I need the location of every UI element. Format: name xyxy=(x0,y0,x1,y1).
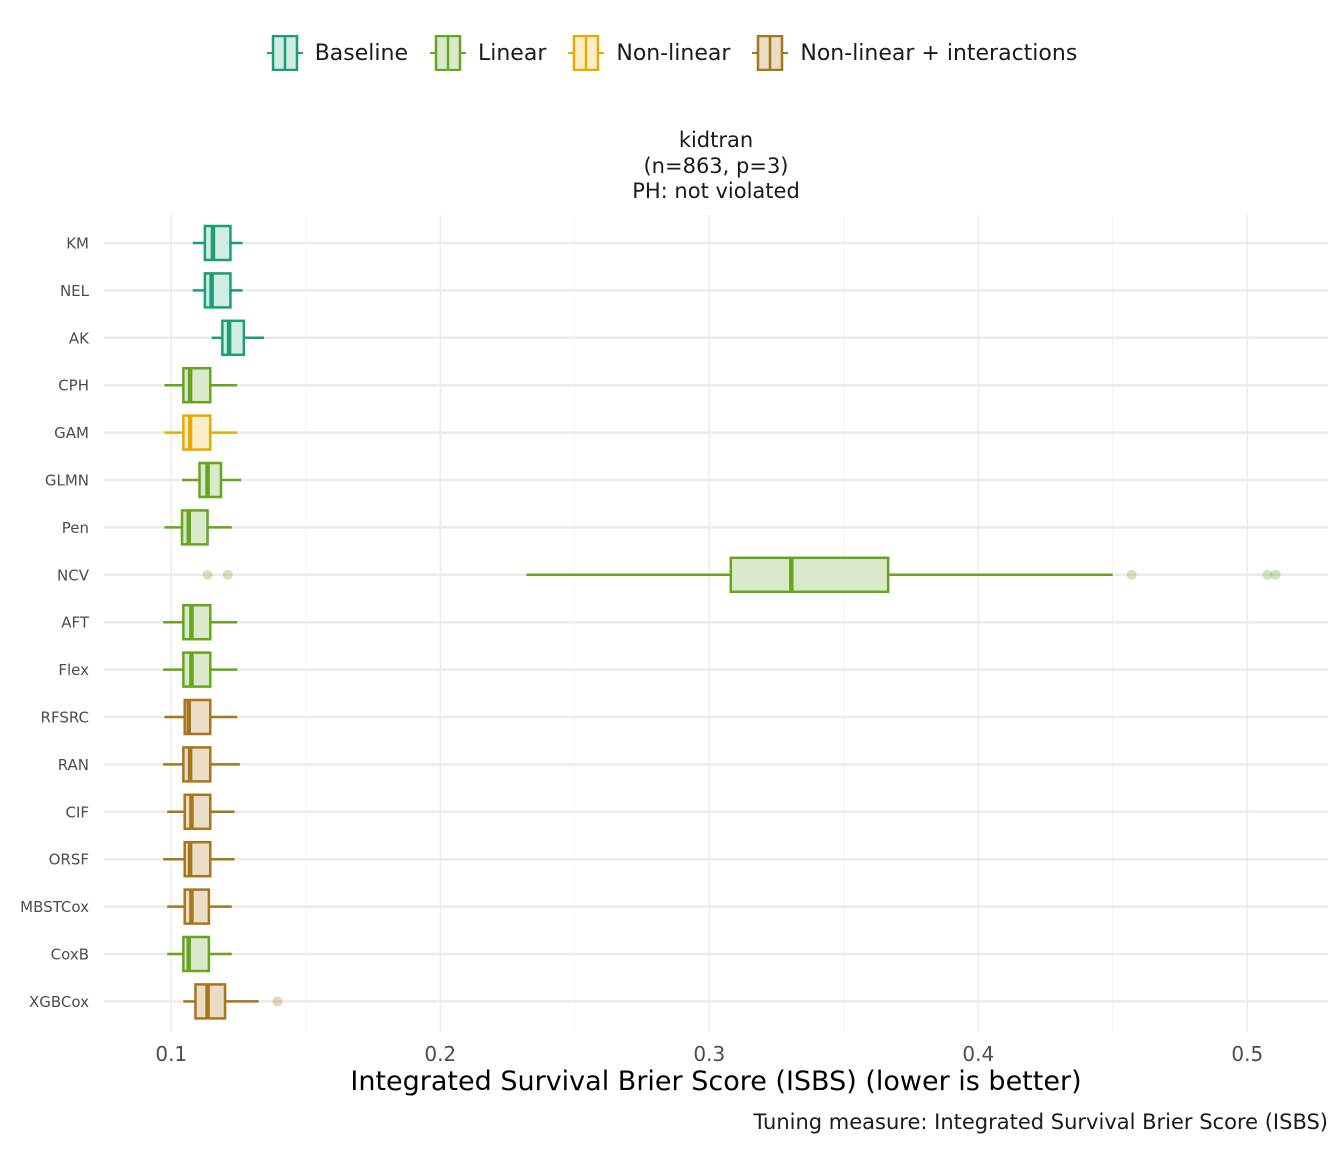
legend-label: Non-linear xyxy=(616,40,731,66)
y-tick-label: GAM xyxy=(54,424,89,442)
box-ncv xyxy=(729,556,890,594)
y-tick-label: NCV xyxy=(57,566,90,584)
y-tick-label: Flex xyxy=(58,661,89,679)
x-tick-label: 0.2 xyxy=(424,1042,456,1066)
box-cph xyxy=(182,366,212,404)
caption: Tuning measure: Integrated Survival Brie… xyxy=(753,1110,1328,1134)
y-tick-label: NEL xyxy=(60,282,90,300)
outlier-point xyxy=(222,569,233,580)
legend-label: Non-linear + interactions xyxy=(800,40,1078,66)
y-tick-label: GLMN xyxy=(45,472,89,490)
box-mbstcox xyxy=(183,888,211,925)
box-aft xyxy=(182,603,212,641)
box-ak xyxy=(221,319,246,357)
x-tick-label: 0.4 xyxy=(962,1042,994,1066)
outlier-point xyxy=(1262,569,1273,580)
legend-label: Baseline xyxy=(314,40,408,66)
y-tick-label: CoxB xyxy=(51,946,89,964)
y-tick-label: CIF xyxy=(65,803,89,821)
box-pen xyxy=(180,509,209,546)
box-gam xyxy=(182,414,212,451)
x-tick-label: 0.3 xyxy=(693,1042,725,1066)
outlier-point xyxy=(272,996,283,1007)
box-xgbcox xyxy=(194,983,227,1020)
box-cif xyxy=(183,793,212,831)
x-tick-label: 0.1 xyxy=(155,1042,187,1066)
legend-key-icon xyxy=(568,35,605,71)
x-tick-label: 0.5 xyxy=(1231,1042,1263,1066)
legend-key-icon xyxy=(752,35,789,71)
box-ran xyxy=(182,746,212,783)
y-tick-label: KM xyxy=(66,235,89,253)
facet-title-line-3: PH: not violated xyxy=(632,179,800,203)
y-tick-label: XGBCox xyxy=(29,993,89,1011)
outlier-point xyxy=(1126,569,1137,580)
facet-title: kidtran (n=863, p=3) PH: not violated xyxy=(400,128,1032,205)
box-km xyxy=(203,224,232,262)
y-tick-label: MBSTCox xyxy=(20,898,89,916)
y-tick-label: ORSF xyxy=(49,851,89,869)
legend-item-3: Non-linear + interactions xyxy=(752,35,1077,71)
legend-item-2: Non-linear xyxy=(568,35,730,71)
y-tick-label: AFT xyxy=(61,614,90,632)
legend-item-1: Linear xyxy=(429,35,547,71)
legend-key-icon xyxy=(429,35,466,71)
facet-title-line-1: kidtran xyxy=(678,128,754,152)
y-tick-label: Pen xyxy=(62,519,89,537)
y-tick-label: RFSRC xyxy=(41,709,89,727)
legend-label: Linear xyxy=(477,40,547,66)
legend-key-icon xyxy=(266,35,303,71)
y-tick-label: AK xyxy=(69,329,90,347)
legend-item-0: Baseline xyxy=(266,35,408,71)
box-nel xyxy=(203,272,232,309)
box-glmn xyxy=(198,461,223,499)
outlier-point xyxy=(202,569,213,580)
outlier-point xyxy=(1270,569,1281,580)
facet-title-line-2: (n=863, p=3) xyxy=(643,153,789,178)
box-flex xyxy=(182,651,212,688)
x-axis-label: Integrated Survival Brier Score (ISBS) (… xyxy=(350,1066,1082,1097)
y-tick-label: CPH xyxy=(58,377,89,395)
legend: Baseline Linear Non-linear Non-linear + int… xyxy=(0,30,1344,76)
y-tick-label: RAN xyxy=(58,756,89,774)
